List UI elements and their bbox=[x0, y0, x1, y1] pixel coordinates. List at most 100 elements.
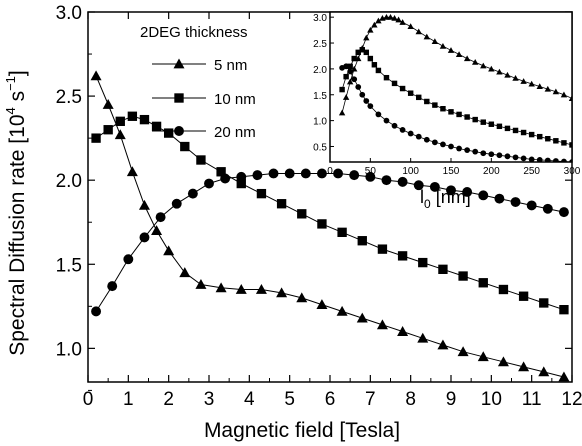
x-tick-label: 9 bbox=[446, 389, 457, 410]
inset-point-5-nm bbox=[536, 83, 543, 90]
main-point-20-nm bbox=[236, 171, 247, 182]
inset-point-5-nm bbox=[520, 78, 527, 84]
inset-point-5-nm bbox=[346, 78, 354, 85]
main-point-20-nm bbox=[284, 168, 295, 179]
inset-point-5-nm bbox=[415, 28, 422, 35]
main-point-5-nm bbox=[195, 278, 207, 289]
inset-point-10-nm bbox=[399, 85, 406, 92]
legend-label: 5 nm bbox=[214, 57, 247, 74]
inset-point-20-nm bbox=[520, 155, 527, 162]
main-point-5-nm bbox=[477, 351, 489, 362]
x-tick-label: 3 bbox=[204, 389, 215, 410]
inset-point-5-nm bbox=[375, 17, 382, 24]
inset-point-5-nm bbox=[552, 88, 560, 95]
inset-background bbox=[330, 12, 572, 162]
inset-point-20-nm bbox=[464, 147, 471, 153]
y-axis-title-mid: s bbox=[6, 91, 29, 107]
main-data-area bbox=[90, 70, 570, 382]
main-point-5-nm bbox=[235, 284, 247, 294]
inset-point-5-nm bbox=[391, 15, 398, 21]
inset-x-tick-label: 150 bbox=[443, 166, 460, 177]
main-point-10-nm bbox=[478, 278, 488, 288]
y-axis-title: Spectral Diffusion rate [104 s−1] bbox=[3, 70, 29, 356]
main-point-5-nm bbox=[336, 305, 348, 316]
inset-point-5-nm bbox=[455, 51, 463, 57]
inset-point-20-nm bbox=[472, 148, 479, 155]
x-tick-label: 5 bbox=[284, 389, 295, 410]
y-tick-label: 1.0 bbox=[56, 339, 82, 360]
inset-point-10-nm bbox=[351, 55, 357, 62]
main-point-5-nm bbox=[151, 225, 163, 236]
main-point-20-nm bbox=[365, 171, 376, 182]
main-point-20-nm bbox=[558, 207, 569, 218]
inset-point-5-nm bbox=[472, 58, 479, 65]
main-point-5-nm bbox=[296, 292, 308, 303]
inset-point-20-nm bbox=[536, 157, 543, 162]
inset-point-10-nm bbox=[448, 109, 454, 115]
inset-point-20-nm bbox=[363, 98, 370, 104]
inset-point-20-nm bbox=[431, 139, 438, 146]
main-point-5-nm bbox=[417, 332, 429, 343]
x-tick-label: 7 bbox=[365, 389, 376, 410]
inset-point-5-nm bbox=[387, 13, 394, 20]
inset-point-5-nm bbox=[512, 75, 519, 81]
main-point-10-nm bbox=[458, 271, 468, 281]
inset-point-5-nm bbox=[439, 42, 447, 49]
main-point-20-nm bbox=[204, 178, 214, 189]
main-point-10-nm bbox=[103, 125, 113, 135]
inset-point-5-nm bbox=[496, 68, 503, 75]
main-point-10-nm bbox=[337, 227, 347, 237]
inset-point-10-nm bbox=[416, 94, 422, 101]
inset-point-10-nm bbox=[480, 119, 486, 125]
legend-marker bbox=[173, 58, 185, 69]
inset-point-20-nm bbox=[488, 151, 495, 158]
main-point-10-nm bbox=[139, 114, 150, 125]
inset-point-5-nm bbox=[383, 13, 390, 20]
main-point-20-nm bbox=[429, 181, 440, 192]
main-point-5-nm bbox=[126, 166, 138, 177]
inset-point-5-nm bbox=[407, 23, 414, 30]
main-point-20-nm bbox=[171, 198, 182, 209]
main-point-20-nm bbox=[333, 168, 344, 179]
main-point-5-nm bbox=[437, 339, 449, 350]
inset-point-5-nm bbox=[371, 21, 378, 28]
inset-point-5-nm bbox=[395, 16, 402, 23]
x-axis-title: Magnetic field [Tesla] bbox=[204, 419, 400, 442]
main-point-5-nm bbox=[558, 371, 570, 382]
main-point-20-nm bbox=[462, 187, 473, 197]
main-point-10-nm bbox=[115, 116, 125, 126]
inset-point-5-nm bbox=[399, 19, 406, 25]
main-point-10-nm bbox=[357, 236, 367, 246]
main-point-5-nm bbox=[255, 284, 267, 294]
main-point-5-nm bbox=[397, 326, 409, 336]
inset-point-20-nm bbox=[375, 111, 382, 118]
main-point-20-nm bbox=[316, 168, 327, 179]
inset-point-10-nm bbox=[528, 131, 535, 138]
y-tick-label: 1.5 bbox=[56, 255, 82, 276]
inset-point-10-nm bbox=[472, 116, 478, 123]
x-tick-label: 12 bbox=[561, 389, 582, 410]
inset-point-10-nm bbox=[371, 62, 378, 68]
inset-point-20-nm bbox=[391, 122, 398, 129]
main-point-10-nm bbox=[418, 257, 428, 268]
inset-point-5-nm bbox=[528, 80, 535, 87]
inset-point-10-nm bbox=[512, 127, 519, 134]
inset-point-5-nm bbox=[342, 94, 350, 100]
main-point-10-nm bbox=[163, 128, 174, 138]
inset-point-10-nm bbox=[464, 114, 470, 120]
inset-point-5-nm bbox=[338, 109, 346, 116]
inset-point-10-nm bbox=[407, 90, 414, 96]
inset-point-10-nm bbox=[553, 138, 559, 144]
inset-point-10-nm bbox=[367, 55, 374, 62]
main-point-5-nm bbox=[497, 356, 509, 367]
inset-point-5-nm bbox=[363, 34, 370, 41]
main-point-10-nm bbox=[377, 244, 388, 254]
inset-point-20-nm bbox=[347, 68, 354, 75]
inset-plot: 0 50 100 150 200 250 300 0.5 1.0 1.5 2.0 2.5 3.0 bbox=[313, 11, 581, 177]
x-tick-label: 11 bbox=[522, 389, 542, 410]
inset-x-tick-label: 100 bbox=[402, 166, 419, 177]
main-point-20-nm bbox=[446, 185, 456, 196]
main-point-10-nm bbox=[256, 188, 267, 199]
inset-point-20-nm bbox=[423, 136, 430, 143]
inset-y-tick-label: 0.5 bbox=[313, 142, 327, 153]
